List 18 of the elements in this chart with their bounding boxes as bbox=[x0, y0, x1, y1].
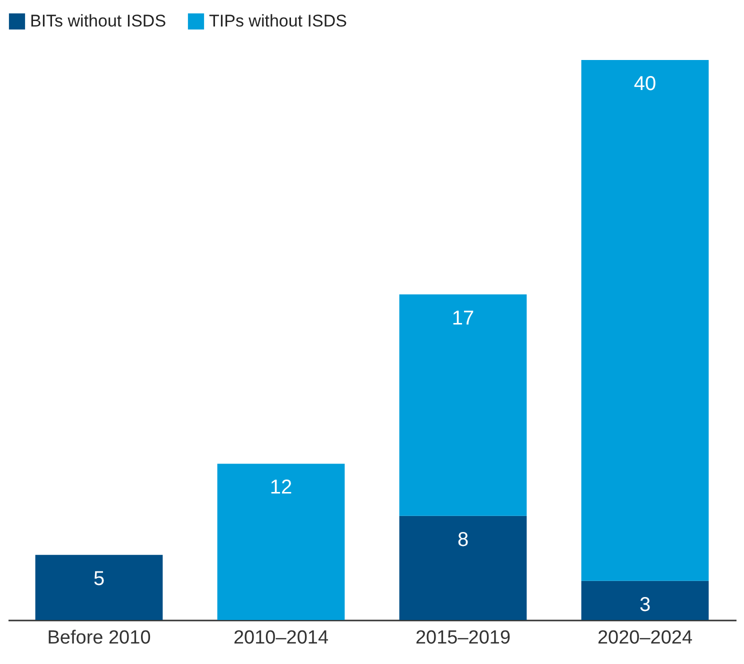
legend-label: TIPs without ISDS bbox=[209, 11, 347, 30]
bar bbox=[217, 464, 345, 620]
bar bbox=[581, 580, 709, 620]
bar bbox=[35, 554, 163, 620]
bar bbox=[399, 294, 527, 516]
data-label: 12 bbox=[270, 476, 292, 499]
x-tick-label: Before 2010 bbox=[47, 628, 151, 648]
bar bbox=[581, 60, 709, 581]
data-label: 5 bbox=[93, 568, 105, 590]
bar bbox=[399, 516, 527, 620]
data-label: 17 bbox=[452, 307, 474, 330]
x-tick-label: 2015–2019 bbox=[415, 628, 511, 648]
legend-label: BITs without ISDS bbox=[30, 11, 166, 30]
data-label: 8 bbox=[457, 528, 469, 551]
x-tick-label: 2020–2024 bbox=[597, 628, 693, 648]
data-label: 40 bbox=[634, 73, 656, 95]
x-tick-label: 2010–2014 bbox=[233, 628, 329, 648]
data-label: 3 bbox=[639, 594, 651, 616]
